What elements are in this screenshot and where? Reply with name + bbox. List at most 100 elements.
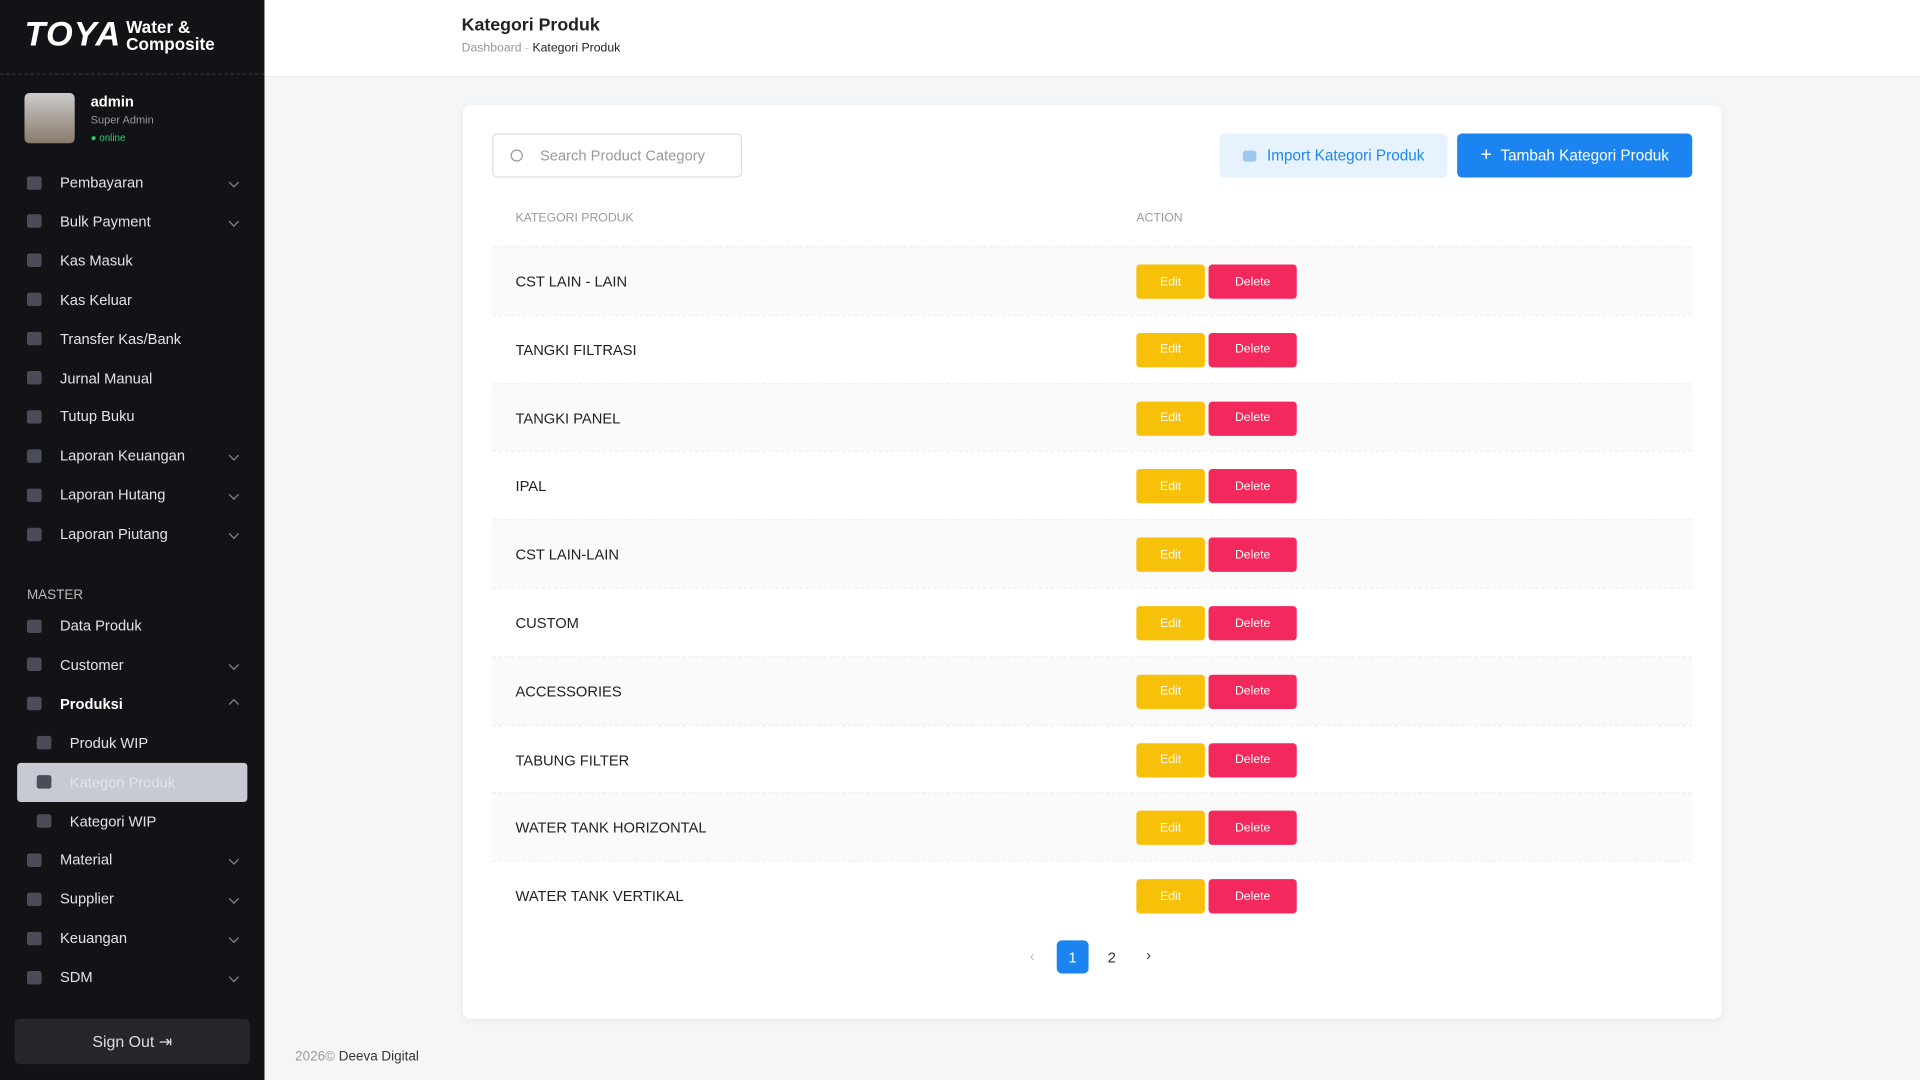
menu-icon — [26, 488, 42, 502]
menu-item[interactable]: Bulk Payment — [26, 210, 240, 232]
delete-text: Delete — [1234, 343, 1271, 357]
sign-out[interactable]: Sign Out ⇥ — [14, 1018, 250, 1065]
edit-text: Edit — [1160, 548, 1182, 562]
delete-button[interactable]: Delete — [1208, 401, 1297, 436]
delete-text: Delete — [1234, 753, 1271, 767]
menu-item[interactable]: Customer — [26, 654, 240, 676]
menu-label: Laporan Keuangan — [60, 447, 186, 465]
category-name: TABUNG FILTER — [515, 751, 630, 769]
edit-button[interactable]: Edit — [1136, 811, 1205, 846]
edit-text: Edit — [1160, 684, 1182, 699]
category-name: CST LAIN - LAIN — [515, 273, 628, 291]
delete-button[interactable]: Delete — [1208, 879, 1297, 914]
menu-item[interactable]: Keuangan — [26, 927, 240, 949]
edit-text: Edit — [1160, 411, 1182, 426]
next-page[interactable]: › — [1146, 946, 1152, 964]
user-role: Super Admin — [90, 113, 154, 127]
table-row: TANGKI FILTRASI Edit Delete — [492, 314, 1693, 385]
page-button[interactable]: 2 — [1096, 940, 1128, 973]
edit-text: Edit — [1160, 343, 1182, 357]
table-row: ACCESSORIES Edit Delete — [492, 656, 1693, 726]
menu-item[interactable]: Supplier — [26, 888, 240, 910]
menu-label: SDM — [60, 968, 93, 986]
menu-label: Produk WIP — [69, 734, 149, 752]
table-row: TABUNG FILTER Edit Delete — [492, 724, 1693, 795]
menu-item[interactable]: Kas Masuk — [26, 250, 238, 272]
edit-button[interactable]: Edit — [1136, 401, 1205, 436]
delete-button[interactable]: Delete — [1208, 742, 1297, 778]
menu-icon — [26, 970, 42, 984]
delete-button[interactable]: Delete — [1208, 332, 1297, 368]
menu-label: Data Produk — [60, 617, 142, 635]
menu-icon — [26, 292, 42, 307]
crumb: Kategori Produk — [532, 41, 621, 56]
menu-item[interactable]: Jurnal Manual — [26, 367, 238, 389]
menu-label: Tutup Buku — [60, 408, 135, 426]
menu-item[interactable]: Kategori Produk — [36, 771, 238, 793]
brand-sub: Water & Composite — [126, 18, 215, 52]
menu-icon — [26, 331, 42, 346]
edit-button[interactable]: Edit — [1136, 332, 1205, 368]
menu-label: Pembayaran — [60, 173, 144, 192]
menu-item[interactable]: Pembayaran — [26, 171, 240, 193]
edit-button[interactable]: Edit — [1136, 674, 1205, 709]
menu-item[interactable]: Produksi — [26, 693, 240, 715]
menu-icon — [36, 736, 52, 750]
delete-button[interactable]: Delete — [1208, 674, 1297, 709]
menu-label: Supplier — [60, 890, 114, 908]
edit-button[interactable]: Edit — [1136, 606, 1205, 641]
edit-button[interactable]: Edit — [1136, 742, 1205, 778]
prev-page[interactable]: ‹ — [1029, 947, 1035, 965]
table-row: WATER TANK HORIZONTAL Edit Delete — [492, 792, 1693, 863]
edit-button[interactable]: Edit — [1136, 469, 1205, 504]
menu-item[interactable]: Transfer Kas/Bank — [26, 328, 238, 350]
menu-item[interactable]: Kategori WIP — [36, 810, 238, 832]
delete-button[interactable]: Delete — [1208, 469, 1297, 504]
category-name: CST LAIN-LAIN — [515, 546, 619, 564]
import-text: Import Kategori Produk — [1267, 146, 1425, 165]
menu-label: Kas Masuk — [60, 251, 133, 270]
add-text: Tambah Kategori Produk — [1500, 146, 1669, 165]
chevron — [228, 177, 240, 188]
delete-button[interactable]: Delete — [1208, 606, 1297, 641]
crumb[interactable]: Dashboard — [461, 41, 522, 56]
menu-item[interactable]: Data Produk — [26, 615, 238, 637]
page-number: 1 — [1068, 948, 1077, 966]
menu-item[interactable]: Produk WIP — [36, 732, 238, 754]
edit-text: Edit — [1160, 889, 1182, 904]
menu-label: Kategori Produk — [69, 773, 176, 791]
edit-button[interactable]: Edit — [1136, 879, 1205, 914]
chevron — [228, 854, 240, 866]
edit-text: Edit — [1160, 821, 1182, 835]
menu-item[interactable]: Laporan Keuangan — [26, 445, 240, 467]
footer: 2026© Deeva Digital — [295, 1049, 419, 1064]
sign-out-text: Sign Out — [92, 1032, 155, 1051]
menu-icon — [26, 175, 42, 190]
menu-label: Produksi — [60, 695, 123, 713]
delete-button[interactable]: Delete — [1208, 264, 1297, 299]
footer-company[interactable]: Deeva Digital — [338, 1049, 419, 1065]
page-button[interactable]: 1 — [1056, 940, 1089, 974]
table-row: TANGKI PANEL Edit Delete — [492, 382, 1693, 453]
search-input[interactable]: Search Product Category — [492, 133, 743, 178]
menu-item[interactable]: Tutup Buku — [26, 406, 238, 428]
add-button[interactable]: + Tambah Kategori Produk — [1457, 133, 1693, 178]
chevron — [228, 528, 240, 540]
menu-item[interactable]: Laporan Hutang — [26, 484, 240, 506]
menu-item[interactable]: Kas Keluar — [26, 289, 238, 311]
column-header: ACTION — [1136, 211, 1183, 226]
category-name: CUSTOM — [515, 614, 579, 632]
menu-item[interactable]: Laporan Piutang — [26, 523, 240, 545]
edit-button[interactable]: Edit — [1136, 537, 1205, 573]
delete-button[interactable]: Delete — [1208, 811, 1297, 846]
import-button[interactable]: Import Kategori Produk — [1219, 133, 1448, 178]
menu-item[interactable]: SDM — [26, 966, 240, 988]
edit-button[interactable]: Edit — [1136, 264, 1205, 299]
delete-text: Delete — [1234, 821, 1271, 835]
menu-item[interactable]: Material — [26, 849, 240, 871]
menu-label: Bulk Payment — [60, 212, 151, 231]
menu-label: Laporan Piutang — [60, 525, 168, 543]
edit-text: Edit — [1160, 479, 1182, 494]
delete-button[interactable]: Delete — [1208, 537, 1297, 573]
delete-text: Delete — [1234, 274, 1271, 289]
